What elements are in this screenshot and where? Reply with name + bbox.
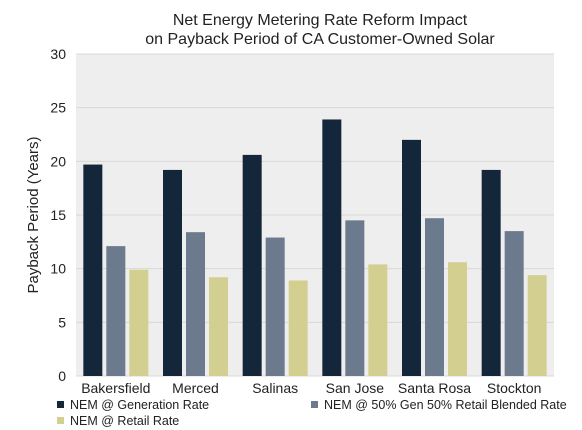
bars bbox=[83, 119, 547, 377]
x-axis-categories: Bakersfield Merced Salinas San Jose Santa Ro… bbox=[81, 380, 541, 396]
bar-blended bbox=[345, 220, 365, 376]
y-axis-label: Payback Period (Years) bbox=[25, 136, 42, 293]
legend-swatch-retail bbox=[57, 417, 64, 424]
bar-generation bbox=[83, 164, 103, 376]
x-category-label: San Jose bbox=[326, 380, 385, 396]
y-tick-label: 0 bbox=[58, 368, 66, 384]
y-tick-label: 10 bbox=[50, 261, 66, 277]
bar-generation bbox=[322, 119, 342, 377]
bar-blended bbox=[504, 231, 524, 376]
y-tick-label: 5 bbox=[58, 314, 66, 330]
bar-generation bbox=[242, 154, 262, 376]
x-category-label: Salinas bbox=[252, 380, 298, 396]
chart-title-line-2: on Payback Period of CA Customer-Owned S… bbox=[145, 31, 495, 48]
y-tick-label: 30 bbox=[50, 46, 66, 62]
legend-swatch-generation bbox=[57, 401, 64, 408]
y-axis-ticks: 0 5 10 15 20 25 30 bbox=[50, 46, 66, 384]
legend-item-retail: NEM @ Retail Rate bbox=[57, 414, 179, 428]
bar-blended bbox=[425, 218, 444, 376]
legend-label-blended: NEM @ 50% Gen 50% Retail Blended Rate bbox=[324, 398, 567, 412]
legend-item-blended: NEM @ 50% Gen 50% Retail Blended Rate bbox=[311, 398, 567, 412]
x-category-label: Bakersfield bbox=[81, 380, 150, 396]
bar-generation bbox=[163, 169, 182, 376]
y-tick-label: 15 bbox=[50, 207, 66, 223]
bar-retail bbox=[129, 269, 149, 376]
legend-item-generation: NEM @ Generation Rate bbox=[57, 398, 209, 412]
y-tick-label: 25 bbox=[50, 100, 66, 116]
bar-retail bbox=[448, 262, 467, 376]
bar-blended bbox=[106, 246, 126, 376]
y-tick-label: 20 bbox=[50, 153, 66, 169]
gridlines bbox=[76, 53, 554, 377]
chart-title-line-1: Net Energy Metering Rate Reform Impact bbox=[173, 12, 468, 29]
bar-retail bbox=[209, 277, 228, 376]
x-category-label: Merced bbox=[172, 380, 219, 396]
bar-retail bbox=[527, 275, 547, 376]
bar-retail bbox=[368, 264, 388, 376]
legend-label-retail: NEM @ Retail Rate bbox=[70, 414, 179, 428]
legend: NEM @ Generation Rate NEM @ 50% Gen 50% … bbox=[57, 398, 567, 428]
x-category-label: Santa Rosa bbox=[398, 380, 471, 396]
legend-swatch-blended bbox=[311, 401, 318, 408]
legend-label-generation: NEM @ Generation Rate bbox=[70, 398, 209, 412]
bar-retail bbox=[288, 280, 308, 376]
bar-generation bbox=[402, 139, 421, 376]
bar-blended bbox=[186, 232, 205, 376]
bar-generation bbox=[481, 169, 501, 376]
bar-blended bbox=[265, 237, 285, 376]
x-category-label: Stockton bbox=[487, 380, 541, 396]
